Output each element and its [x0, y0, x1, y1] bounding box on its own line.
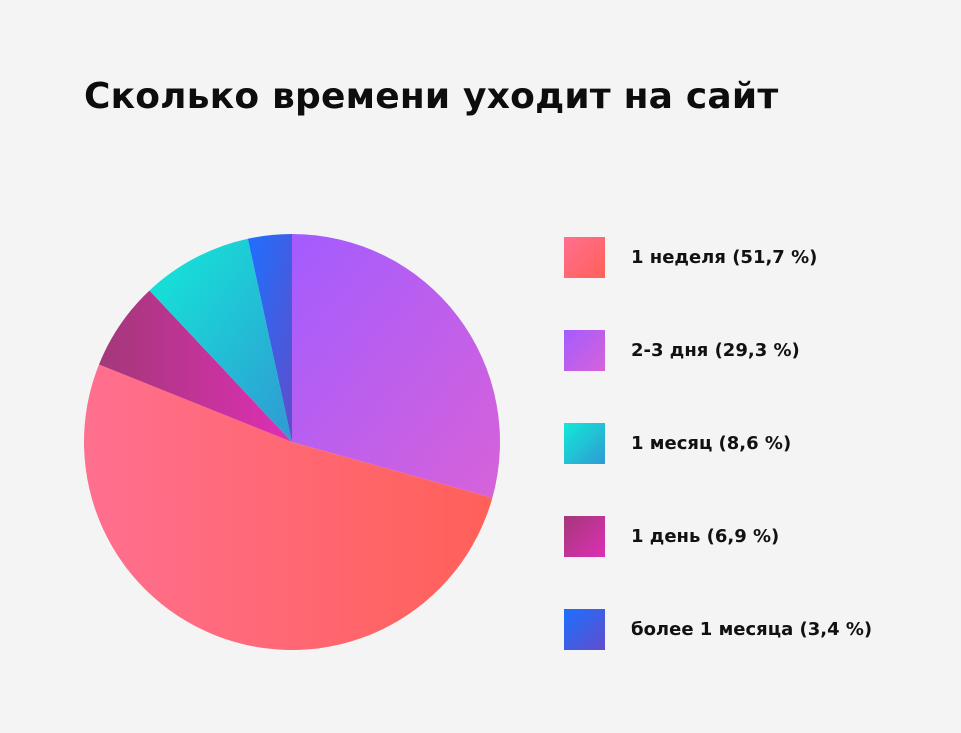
legend-label-1-week: 1 неделя (51,7 %)	[631, 246, 818, 268]
chart-title: Сколько времени уходит на сайт	[84, 76, 779, 117]
legend-swatch-1-month	[564, 422, 605, 464]
legend-label-1-day: 1 день (6,9 %)	[631, 525, 780, 547]
legend-swatch-over-1-month	[564, 608, 605, 650]
pie-slice-1-day	[98, 290, 292, 442]
legend-swatch-2-3-days	[564, 329, 605, 371]
legend-swatch-1-day	[564, 515, 605, 557]
pie-slice-over-1-month	[247, 234, 292, 442]
pie-slice-1-week	[84, 364, 493, 650]
legend-item-over-1-month: более 1 месяца (3,4 %)	[564, 608, 872, 650]
pie-slice-1-month	[149, 238, 292, 442]
legend-swatch-1-week	[564, 236, 605, 278]
legend-label-1-month: 1 месяц (8,6 %)	[631, 432, 792, 454]
legend-item-1-day: 1 день (6,9 %)	[564, 515, 779, 557]
legend-item-1-week: 1 неделя (51,7 %)	[564, 236, 817, 278]
legend-item-1-month: 1 месяц (8,6 %)	[564, 422, 791, 464]
pie-slice-2-3-days	[292, 234, 500, 498]
legend-item-2-3-days: 2-3 дня (29,3 %)	[564, 329, 800, 371]
legend-label-over-1-month: более 1 месяца (3,4 %)	[631, 618, 873, 640]
legend-label-2-3-days: 2-3 дня (29,3 %)	[631, 339, 800, 361]
pie-chart	[84, 234, 500, 650]
